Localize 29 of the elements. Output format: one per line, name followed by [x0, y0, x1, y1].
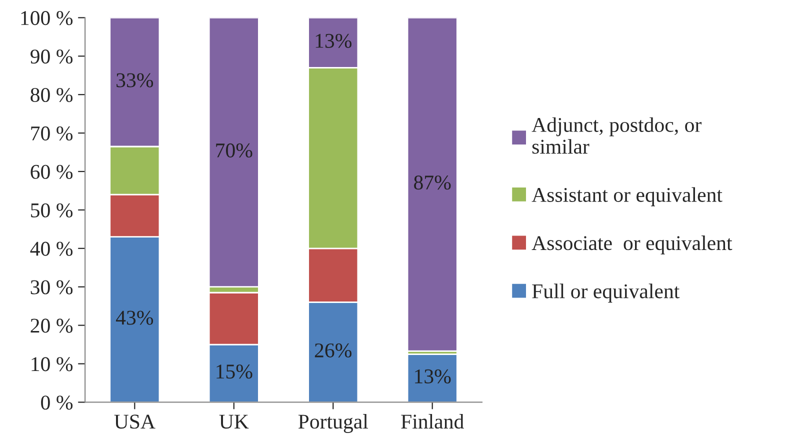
data-label: 13%: [316, 34, 352, 48]
y-tick-label: 70 %: [31, 126, 73, 141]
x-tick-label: UK: [219, 414, 249, 429]
data-label: 33%: [116, 73, 154, 88]
legend-label: Adjunct, postdoc, or similar: [532, 117, 702, 154]
y-tick-label: 60 %: [30, 164, 73, 179]
legend-label: Assistant or equivalent: [532, 187, 722, 206]
y-tick-label: 40 %: [30, 242, 73, 256]
y-tick-label: 50 %: [31, 203, 73, 218]
x-tick-label: Finland: [401, 414, 464, 429]
legend-label: Associate or equivalent: [532, 235, 732, 254]
data-label: 87%: [414, 176, 451, 190]
y-tick-label: 100 %: [21, 11, 73, 26]
y-tick-label: 20 %: [30, 318, 73, 333]
x-tick-label: Portugal: [298, 414, 368, 433]
y-tick-label: 30 %: [30, 280, 73, 294]
data-label: 70%: [216, 143, 252, 158]
legend-label: Full or equivalent: [532, 284, 680, 303]
y-tick-label: 80 %: [30, 88, 73, 102]
data-label: 13%: [415, 369, 451, 384]
x-tick-label: USA: [114, 414, 156, 429]
y-tick-label: 90 %: [30, 50, 73, 64]
data-label: 15%: [216, 364, 252, 379]
bar: [406, 18, 458, 352]
data-label: 26%: [314, 343, 352, 358]
data-label: 43%: [116, 310, 154, 325]
bar: [406, 353, 458, 402]
y-tick-label: 0 %: [41, 396, 73, 410]
y-tick-label: 10 %: [32, 357, 73, 372]
